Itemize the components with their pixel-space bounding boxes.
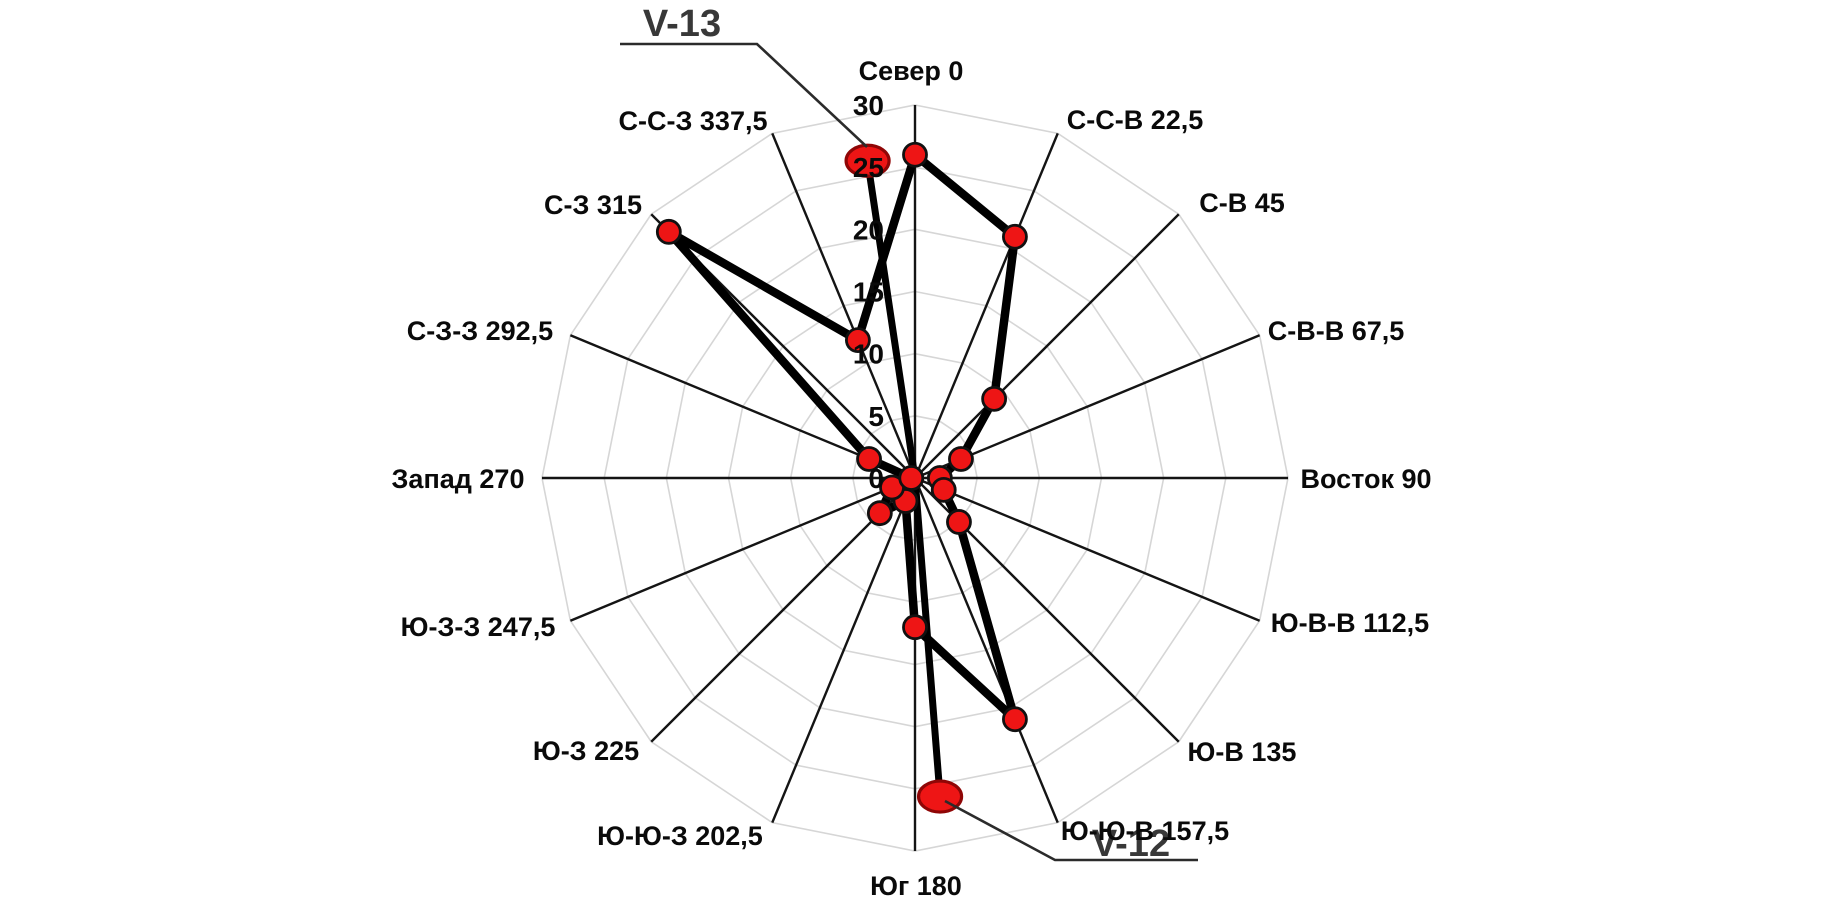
- radial-tick-label: 10: [853, 339, 884, 370]
- data-point-marker: [1002, 223, 1028, 250]
- data-point-marker: [655, 218, 682, 245]
- direction-label: С-З 315: [544, 190, 642, 220]
- v13-leader-line: [620, 42, 868, 148]
- direction-spoke: [914, 476, 1261, 622]
- well-line-v-13: [864, 157, 919, 482]
- well-azimuth-lines: [864, 157, 944, 801]
- data-point-marker: [902, 614, 928, 641]
- direction-spoke: [914, 213, 1180, 479]
- radial-tick-label: 5: [868, 401, 884, 432]
- radial-tick-label: 20: [853, 214, 884, 245]
- direction-label: С-С-В 22,5: [1067, 105, 1204, 135]
- direction-label: Юг 180: [870, 871, 962, 901]
- radial-tick-labels: 0 5 10 15 20 25 30: [853, 90, 884, 494]
- data-point-marker: [866, 500, 893, 527]
- direction-spokes: [542, 105, 1288, 851]
- radial-tick-label: 15: [853, 277, 884, 308]
- direction-label: Ю-Ю-З 202,5: [597, 821, 763, 851]
- direction-spoke: [771, 477, 917, 824]
- direction-label: Ю-В 135: [1188, 737, 1297, 767]
- direction-label: С-З-З 292,5: [407, 316, 553, 346]
- direction-label: Ю-В-В 112,5: [1271, 608, 1429, 638]
- direction-label: Север 0: [859, 56, 964, 86]
- direction-spoke: [771, 132, 917, 479]
- direction-label: Ю-Ю-В 157,5: [1061, 816, 1229, 846]
- data-point-marker: [898, 465, 925, 491]
- data-point-marker: [946, 509, 972, 535]
- v12-leader-line: [944, 799, 1198, 862]
- well-line-v-12: [911, 474, 944, 801]
- radial-tick-label: 0: [868, 463, 884, 494]
- direction-label: Ю-З 225: [533, 736, 639, 766]
- data-point-marker: [930, 476, 957, 503]
- data-point-marker: [902, 141, 928, 168]
- data-point-marker: [845, 327, 871, 354]
- v12-label: V-12: [1092, 823, 1170, 865]
- data-point-marker: [948, 446, 974, 472]
- direction-label: Восток 90: [1300, 464, 1431, 494]
- direction-labels: Север 0 С-С-В 22,5 С-В 45 С-В-В 67,5 Восток …: [392, 56, 1432, 901]
- direction-spoke: [913, 477, 1059, 824]
- annotations: V-13 V-12: [620, 3, 1198, 865]
- data-point-markers: [655, 141, 1028, 733]
- direction-label: С-С-З 337,5: [619, 106, 768, 136]
- well-marker-v-13: [844, 143, 891, 178]
- direction-label: Запад 270: [392, 464, 525, 494]
- data-point-marker: [1002, 706, 1028, 733]
- direction-label: С-В 45: [1199, 188, 1285, 218]
- direction-spoke: [913, 132, 1059, 479]
- data-point-marker: [856, 446, 882, 472]
- radial-tick-label: 25: [853, 152, 884, 183]
- v13-label: V-13: [643, 3, 721, 45]
- radial-tick-label: 30: [853, 90, 884, 121]
- direction-label: С-В-В 67,5: [1268, 316, 1405, 346]
- direction-spoke: [569, 476, 916, 622]
- direction-label: Ю-З-З 247,5: [401, 612, 556, 642]
- data-point-marker: [981, 385, 1008, 412]
